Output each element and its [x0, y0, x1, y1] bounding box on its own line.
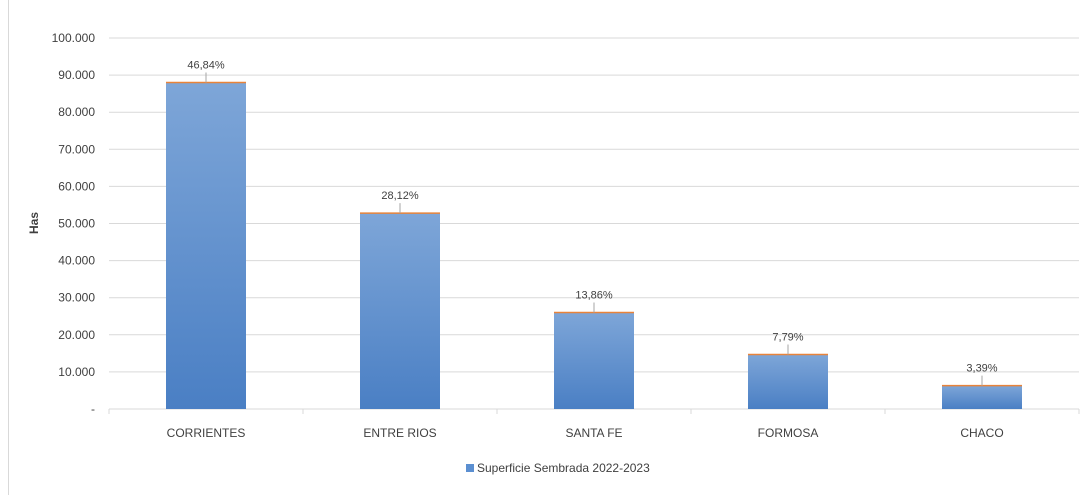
data-label: 7,79%	[772, 331, 803, 343]
bar	[360, 213, 440, 409]
legend-swatch	[466, 464, 474, 472]
x-tick-label: CORRIENTES	[167, 426, 246, 440]
x-axis-ticks: CORRIENTES ENTRE RIOS SANTA FE FORMOSA CHACO	[108, 409, 1080, 440]
y-tick-label: 20.000	[58, 328, 95, 342]
gridlines	[109, 37, 1079, 410]
frame-border	[8, 0, 9, 495]
y-tick-label: 100.000	[52, 31, 96, 45]
data-label: 3,39%	[966, 363, 997, 375]
y-tick-label: 80.000	[58, 105, 95, 119]
x-tick-label: ENTRE RIOS	[363, 426, 436, 440]
data-label: 28,12%	[381, 190, 419, 202]
y-tick-label: 70.000	[58, 142, 95, 156]
y-tick-label: 50.000	[58, 217, 95, 231]
y-axis-ticks: - 10.000 20.000 30.000 40.000 50.000 60.000 70.…	[52, 31, 96, 416]
bars	[166, 81, 1022, 410]
data-label: 13,86%	[575, 290, 613, 302]
y-axis-label: Has	[27, 212, 41, 234]
y-tick-label: 40.000	[58, 254, 95, 268]
bar	[942, 385, 1022, 409]
x-tick-label: CHACO	[960, 426, 1003, 440]
bar	[166, 82, 246, 410]
legend-label: Superficie Sembrada 2022-2023	[477, 461, 650, 475]
bar	[554, 312, 634, 409]
data-label: 46,84%	[187, 60, 225, 72]
legend: Superficie Sembrada 2022-2023	[466, 461, 650, 475]
y-tick-label: 30.000	[58, 291, 95, 305]
data-labels: 46,84% 28,12% 13,86% 7,79% 3,39%	[187, 60, 998, 386]
x-tick-label: SANTA FE	[565, 426, 622, 440]
y-tick-label: 60.000	[58, 179, 95, 193]
bar	[748, 354, 828, 409]
y-tick-label: -	[91, 402, 95, 416]
y-tick-label: 10.000	[58, 365, 95, 379]
y-tick-label: 90.000	[58, 68, 95, 82]
x-tick-label: FORMOSA	[758, 426, 819, 440]
